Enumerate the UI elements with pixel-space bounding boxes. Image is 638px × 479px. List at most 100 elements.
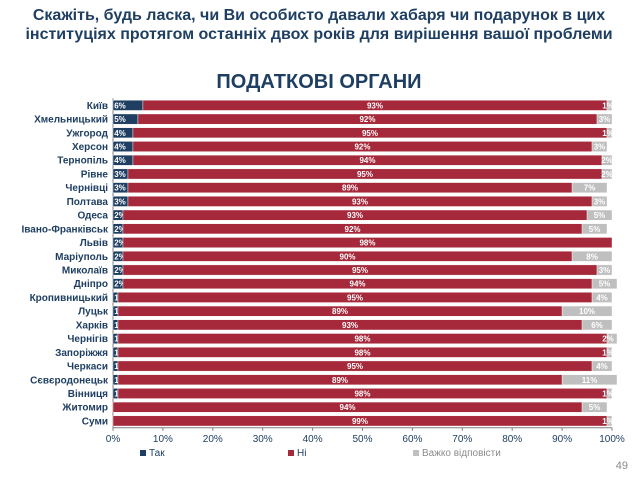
bar-segment [606,388,613,399]
bar-segment [606,127,613,139]
data-label: 5% [589,403,601,412]
data-label: 2% [114,252,126,261]
bar-segment [596,113,613,125]
data-label: 1% [602,129,614,138]
data-label: 1% [602,417,614,426]
data-label: 1% [602,348,614,357]
data-label: 4% [114,129,126,138]
bar-segment [591,196,608,207]
data-label: 93% [367,101,383,110]
data-label: 4% [114,156,126,165]
x-tick-label: 80% [502,434,522,445]
category-label: Ужгород [66,128,108,139]
data-label: 98% [354,389,370,398]
category-label: Житомир [61,403,108,414]
data-label: 2% [601,170,613,179]
data-label: 5% [599,280,611,289]
data-label: 2% [601,156,613,165]
data-label: 89% [342,184,358,193]
data-label: 98% [354,348,370,357]
data-label: 1% [602,389,614,398]
data-label: 98% [359,239,375,248]
bar-segment [122,237,613,248]
title-line-1: Скажіть, будь ласка, чи Ви особисто дава… [32,7,606,24]
x-tick-label: 60% [402,434,422,445]
bar-segment [586,209,613,221]
legend-label: Важко відповісти [422,448,501,459]
category-label: Луцьк [78,307,109,318]
data-label: 3% [599,115,611,124]
category-label: Чернігів [67,334,108,345]
x-tick-label: 100% [599,434,625,445]
data-label: 94% [340,403,356,412]
category-label: Запоріжжя [55,348,108,359]
legend-swatch [140,450,146,456]
x-tick-label: 30% [253,434,273,445]
data-label: 93% [347,211,363,220]
data-label: 89% [332,376,348,385]
chart-subtitle: ПОДАТКОВІ ОРГАНИ [216,71,422,93]
data-label: 95% [352,266,368,275]
category-label: Суми [82,416,108,427]
bar-segment [581,319,613,331]
bar-segment [601,168,613,180]
data-label: 92% [345,225,361,234]
category-label: Рівне [81,169,109,180]
data-label: 3% [114,170,126,179]
bar-segment [571,182,608,193]
bar-segment [581,223,608,235]
data-label: 4% [596,293,608,302]
data-label: 6% [591,321,603,330]
bar-segment [591,360,613,372]
category-label: Маріуполь [55,252,108,263]
data-label: 94% [359,156,375,165]
category-label: Херсон [72,142,108,153]
chart-title: Скажіть, будь ласка, чи Ви особисто дава… [0,6,638,44]
data-label: 5% [114,115,126,124]
data-label: 4% [596,362,608,371]
data-label: 11% [582,376,598,385]
x-tick-label: 90% [552,434,572,445]
category-label: Київ [87,101,108,112]
data-label: 10% [579,307,595,316]
data-label: 2% [114,225,126,234]
data-label: 95% [362,129,378,138]
data-label: 99% [352,417,368,426]
bar-segment [591,278,618,290]
bar-segment [561,305,613,317]
legend-swatch [288,450,294,456]
data-label: 95% [347,293,363,302]
data-label: 2% [114,266,126,275]
data-label: 94% [350,280,366,289]
data-label: 90% [340,252,356,261]
legend-label: Так [149,448,165,459]
data-label: 3% [114,197,126,206]
data-label: 6% [114,101,126,110]
data-label: 93% [352,197,368,206]
data-label: 89% [332,307,348,316]
bar-segment [606,100,613,111]
bar-segment [561,374,618,386]
category-label: Полтава [67,197,109,208]
bar-segment [581,401,608,413]
page-number: 49 [615,460,628,472]
category-label: Харків [76,320,108,331]
x-tick-label: 20% [203,434,223,445]
data-label: 95% [357,170,373,179]
data-label: 7% [584,184,596,193]
legend-swatch [413,450,419,456]
legend-label: Ні [297,448,306,459]
data-label: 3% [594,197,606,206]
category-label: Одеса [77,211,108,222]
bar-segment [606,415,613,427]
bar-segment [606,333,618,344]
data-label: 93% [342,321,358,330]
data-label: 92% [354,143,370,152]
bar-segment [591,292,613,303]
data-label: 3% [594,143,606,152]
data-label: 2% [114,280,126,289]
x-tick-label: 70% [452,434,472,445]
bar-segment [601,154,613,166]
category-label: Тернопіль [57,156,108,167]
